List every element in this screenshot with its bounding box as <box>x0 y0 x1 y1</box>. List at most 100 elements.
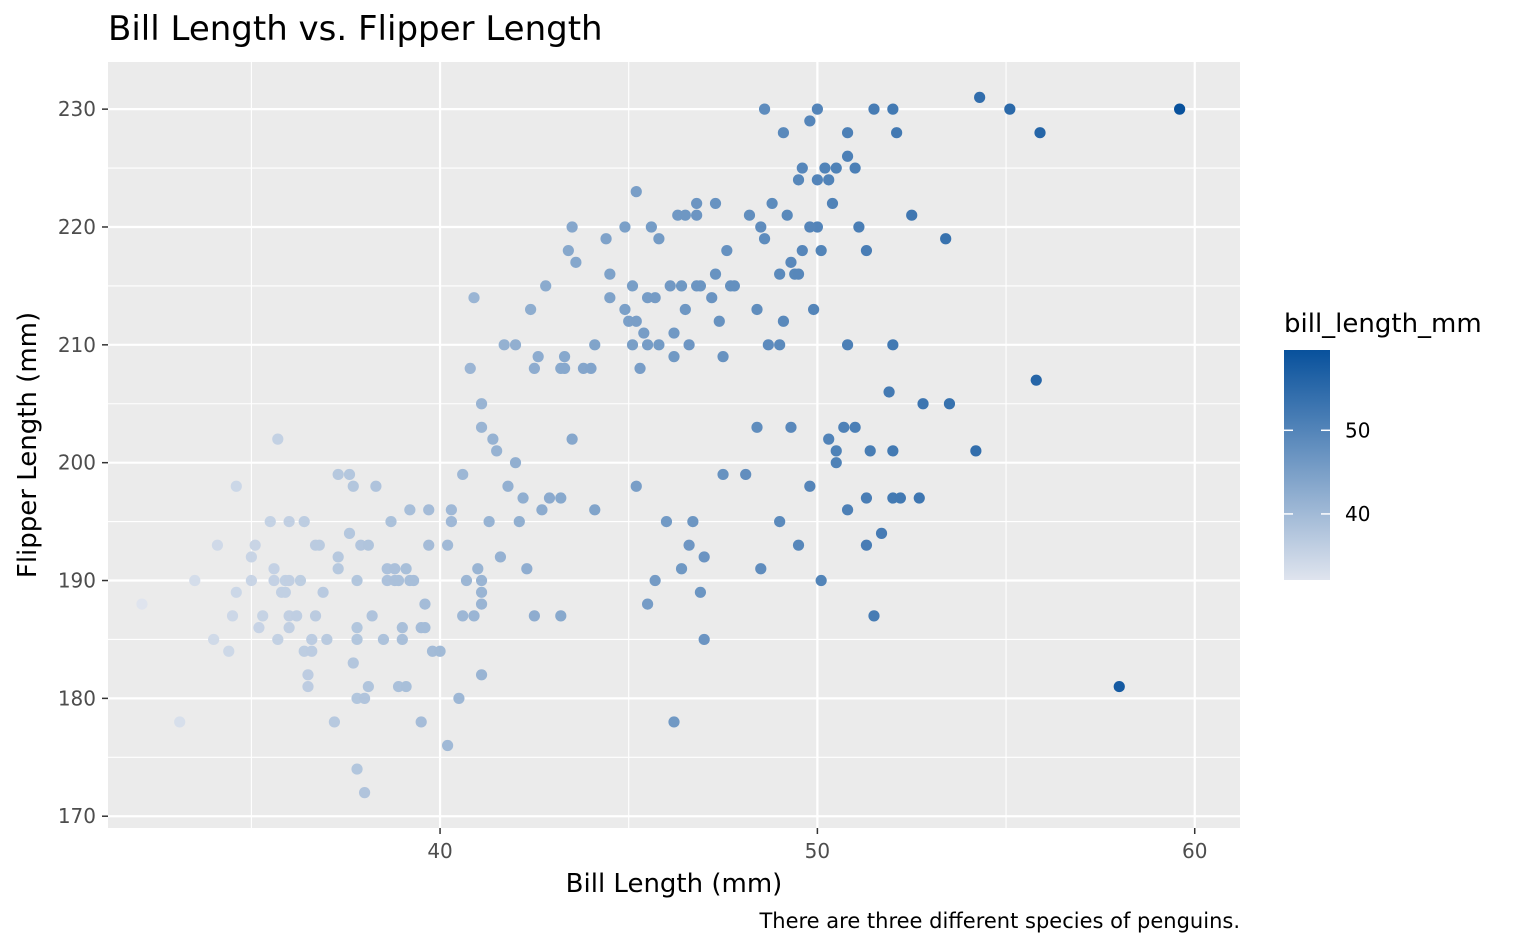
data-point <box>1113 680 1125 693</box>
data-point <box>585 362 597 374</box>
data-point <box>774 268 786 280</box>
data-point <box>626 339 639 351</box>
data-point <box>875 527 888 539</box>
data-point <box>717 351 729 363</box>
data-point <box>868 103 880 115</box>
data-point <box>743 209 756 221</box>
data-point <box>540 280 552 292</box>
data-point <box>408 574 420 587</box>
data-point <box>509 457 522 469</box>
data-point <box>849 162 861 174</box>
data-point <box>777 127 790 139</box>
data-point <box>751 421 763 433</box>
data-point <box>423 504 435 516</box>
data-point <box>823 433 835 445</box>
data-point <box>917 398 929 410</box>
data-point <box>475 574 488 587</box>
data-point <box>453 692 465 704</box>
y-tick-label: 190 <box>58 569 96 593</box>
y-tick-label: 180 <box>58 686 96 710</box>
data-point <box>698 551 710 563</box>
data-point <box>604 292 616 304</box>
data-point <box>509 339 522 351</box>
data-point <box>887 103 899 115</box>
data-point <box>792 539 805 551</box>
data-point <box>174 716 186 728</box>
data-point <box>819 162 831 174</box>
data-point <box>974 91 986 103</box>
major-gridlines <box>108 62 1240 828</box>
data-point <box>883 386 895 398</box>
data-point <box>600 233 612 245</box>
data-point <box>268 574 280 587</box>
data-point <box>400 563 412 575</box>
data-point <box>1034 127 1046 139</box>
data-point <box>641 339 654 351</box>
data-point <box>694 280 707 292</box>
data-point <box>668 716 680 728</box>
data-point <box>619 303 631 316</box>
data-point <box>419 622 431 634</box>
data-point <box>1004 103 1016 115</box>
data-point <box>758 103 771 115</box>
data-point <box>653 339 665 351</box>
data-point <box>841 127 854 139</box>
data-point <box>811 174 823 186</box>
data-point <box>1030 374 1042 386</box>
data-point <box>860 539 873 551</box>
data-point <box>758 233 771 245</box>
data-point <box>1174 103 1186 115</box>
data-point <box>245 551 257 563</box>
data-point <box>717 468 729 481</box>
data-point <box>396 622 408 634</box>
data-point <box>664 280 676 292</box>
x-axis-title: Bill Length (mm) <box>566 869 783 899</box>
color-legend: bill_length_mm 40 50 <box>1284 309 1482 580</box>
data-point <box>136 598 148 610</box>
data-point <box>630 186 642 198</box>
data-point <box>351 633 363 646</box>
data-point <box>826 197 839 210</box>
data-point <box>558 362 571 374</box>
plot-panel <box>108 62 1240 828</box>
data-point <box>679 209 691 221</box>
data-point <box>283 516 295 528</box>
data-point <box>279 586 291 598</box>
data-point <box>887 445 899 457</box>
data-point <box>815 244 827 257</box>
data-point <box>679 303 691 316</box>
data-point <box>513 516 525 528</box>
data-point <box>291 610 303 622</box>
data-point <box>445 516 457 528</box>
x-axis-ticks: 40 50 60 <box>427 828 1207 863</box>
data-point <box>830 162 842 174</box>
data-point <box>321 633 333 646</box>
data-point <box>272 633 284 646</box>
data-point <box>392 574 405 587</box>
data-point <box>638 327 650 339</box>
x-tick-label: 50 <box>805 839 830 863</box>
data-point <box>475 421 488 433</box>
data-point <box>283 574 295 587</box>
data-point <box>502 480 514 492</box>
data-point <box>808 303 820 316</box>
data-point <box>668 351 680 363</box>
data-point <box>351 574 363 587</box>
data-point <box>713 315 725 327</box>
data-point <box>396 633 408 646</box>
data-point <box>528 362 540 374</box>
legend-title: bill_length_mm <box>1284 309 1482 339</box>
data-point <box>709 197 722 210</box>
data-point <box>619 221 631 233</box>
legend-ticks: 40 50 <box>1284 418 1370 526</box>
data-point <box>841 504 854 516</box>
data-point <box>332 563 344 575</box>
data-point <box>457 610 469 622</box>
data-point <box>268 563 280 575</box>
y-tick-label: 200 <box>58 451 96 475</box>
data-point <box>362 680 374 693</box>
chart-caption: There are three different species of pen… <box>758 909 1240 933</box>
data-point <box>815 574 827 587</box>
data-point <box>498 339 510 351</box>
